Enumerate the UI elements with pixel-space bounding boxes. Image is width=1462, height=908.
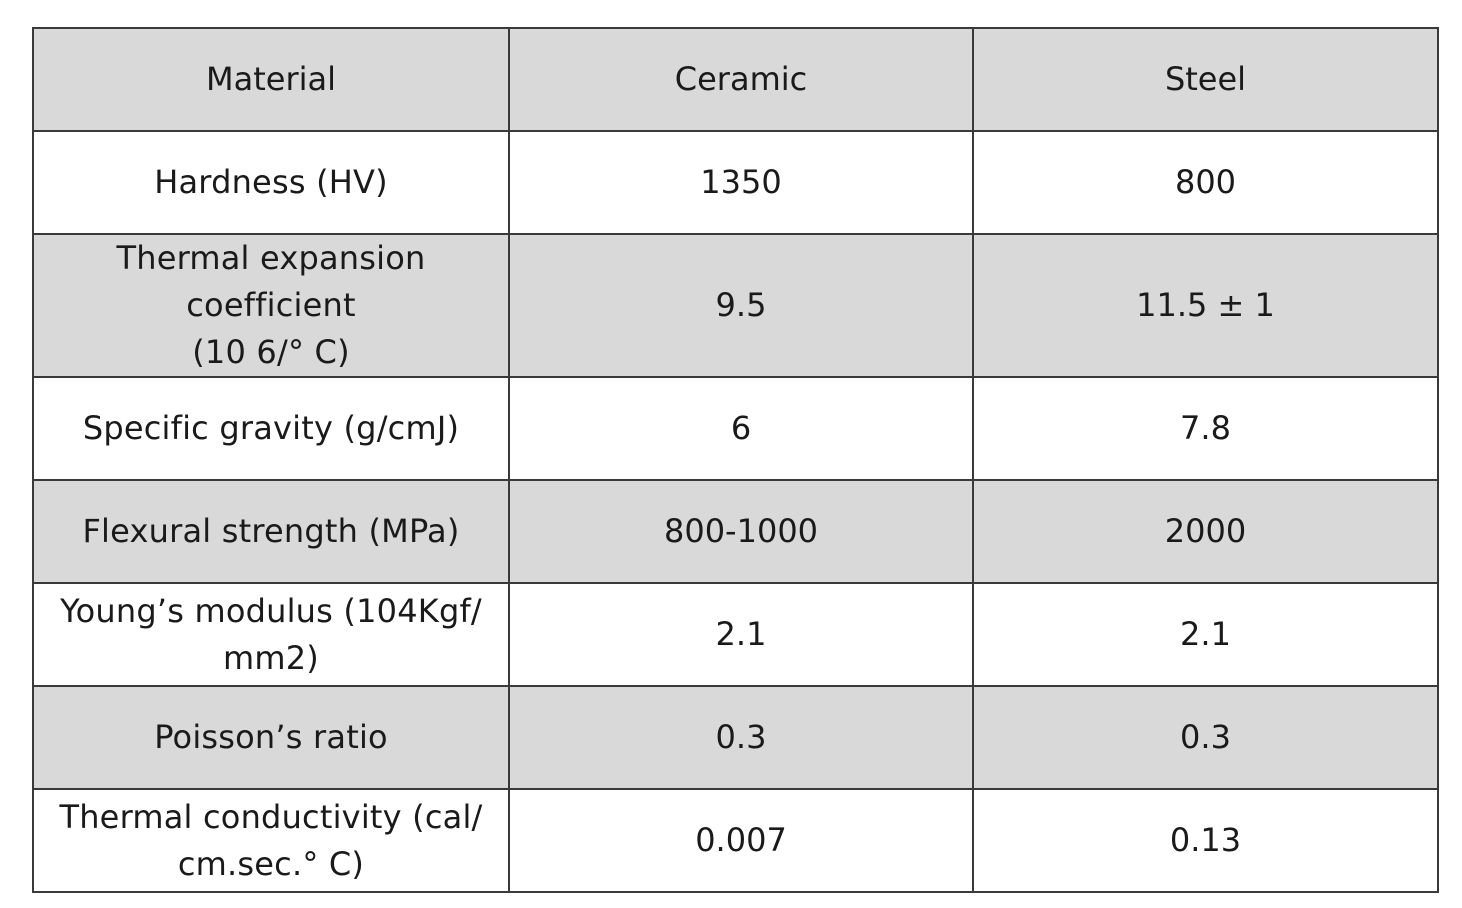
property-label: Flexural strength (MPa) bbox=[82, 512, 460, 550]
ceramic-value: 800-1000 bbox=[508, 479, 974, 584]
property-cell: Hardness (HV) bbox=[32, 130, 510, 235]
steel-value: 11.5 ± 1 bbox=[972, 233, 1439, 378]
table-row: Thermal expansion coefficient (10 6/° C)… bbox=[32, 233, 1439, 378]
ceramic-value: 1350 bbox=[508, 130, 974, 235]
table-row: Flexural strength (MPa) 800-1000 2000 bbox=[32, 479, 1439, 584]
steel-value: 0.3 bbox=[972, 685, 1439, 790]
table-row: Young’s modulus (104Kgf/ mm2) 2.1 2.1 bbox=[32, 582, 1439, 687]
property-cell: Thermal conductivity (cal/ cm.sec.° C) bbox=[32, 788, 510, 893]
material-comparison-table: Material Ceramic Steel Hardness (HV) 135… bbox=[32, 27, 1439, 893]
property-label-line2: (10 6/° C) bbox=[192, 333, 350, 371]
property-label: Specific gravity (g/cmJ) bbox=[82, 409, 460, 447]
ceramic-value: 9.5 bbox=[508, 233, 974, 378]
property-label-line2: mm2) bbox=[223, 638, 319, 677]
material-comparison-table-wrapper: Material Ceramic Steel Hardness (HV) 135… bbox=[32, 27, 1439, 893]
ceramic-value: 0.007 bbox=[508, 788, 974, 893]
property-label: Thermal expansion coefficient bbox=[116, 239, 426, 324]
table-row: Specific gravity (g/cmJ) 6 7.8 bbox=[32, 376, 1439, 481]
steel-value: 7.8 bbox=[972, 376, 1439, 481]
ceramic-value: 6 bbox=[508, 376, 974, 481]
property-cell: Specific gravity (g/cmJ) bbox=[32, 376, 510, 481]
table-row: Hardness (HV) 1350 800 bbox=[32, 130, 1439, 235]
steel-value: 0.13 bbox=[972, 788, 1439, 893]
property-cell: Young’s modulus (104Kgf/ mm2) bbox=[32, 582, 510, 687]
steel-value: 800 bbox=[972, 130, 1439, 235]
header-material: Material bbox=[32, 27, 510, 132]
property-cell: Thermal expansion coefficient (10 6/° C) bbox=[32, 233, 510, 378]
header-steel: Steel bbox=[972, 27, 1439, 132]
header-ceramic: Ceramic bbox=[508, 27, 974, 132]
property-label: Poisson’s ratio bbox=[154, 718, 388, 756]
property-label: Thermal conductivity (cal/ bbox=[59, 797, 483, 836]
table-header-row: Material Ceramic Steel bbox=[32, 27, 1439, 132]
table-row: Thermal conductivity (cal/ cm.sec.° C) 0… bbox=[32, 788, 1439, 893]
property-label: Young’s modulus (104Kgf/ bbox=[60, 591, 482, 630]
steel-value: 2.1 bbox=[972, 582, 1439, 687]
steel-value: 2000 bbox=[972, 479, 1439, 584]
property-cell: Flexural strength (MPa) bbox=[32, 479, 510, 584]
table-row: Poisson’s ratio 0.3 0.3 bbox=[32, 685, 1439, 790]
property-cell: Poisson’s ratio bbox=[32, 685, 510, 790]
ceramic-value: 2.1 bbox=[508, 582, 974, 687]
ceramic-value: 0.3 bbox=[508, 685, 974, 790]
property-label-line2: cm.sec.° C) bbox=[177, 844, 365, 883]
property-label: Hardness (HV) bbox=[154, 163, 388, 201]
